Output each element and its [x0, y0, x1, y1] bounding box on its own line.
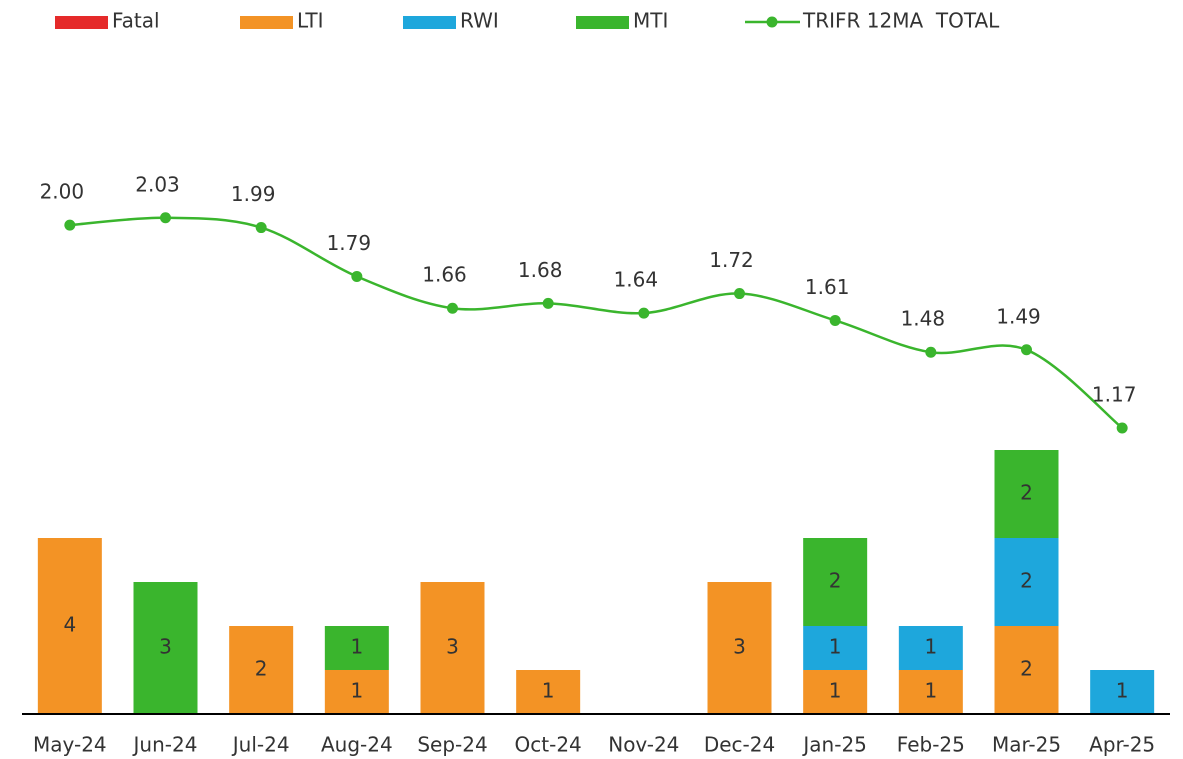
legend-label: LTI: [297, 9, 324, 33]
line-value-label: 1.49: [996, 304, 1041, 328]
bar-segment: [707, 582, 772, 714]
x-tick-label: May-24: [33, 733, 107, 757]
bar-segment: [420, 582, 485, 714]
line-value-label: 1.64: [614, 268, 659, 292]
bar-value-label: 3: [733, 635, 746, 659]
line-value-label: 1.66: [422, 263, 467, 287]
bar-segment: [324, 670, 389, 714]
line-value-label: 2.03: [135, 172, 180, 196]
line-value-label: 1.72: [709, 248, 754, 272]
x-tick-label: Apr-25: [1089, 733, 1155, 757]
line-value-label: 1.79: [327, 231, 372, 255]
legend-swatch: [55, 16, 108, 29]
x-tick-label: Jul-24: [231, 733, 290, 757]
line-point: [255, 222, 267, 234]
bar-value-label: 1: [1116, 679, 1129, 703]
line-point: [1021, 344, 1032, 356]
line: [69, 216, 1123, 429]
legend-label: TRIFR 12MA TOTAL: [802, 9, 1000, 33]
bar-segment: [898, 626, 963, 670]
line-point: [829, 314, 841, 326]
bar-segment: [994, 538, 1059, 626]
bar-value-label: 1: [829, 635, 842, 659]
legend-label: RWI: [460, 9, 499, 33]
line-value-label: 1.61: [805, 275, 850, 299]
line-point: [734, 288, 745, 300]
bar-segment: [229, 626, 294, 714]
legend-swatch: [403, 16, 456, 29]
line-value-label: 1.17: [1092, 383, 1137, 407]
line-point: [64, 219, 76, 231]
bar-segment: [1090, 670, 1155, 714]
line-point: [925, 346, 937, 358]
x-tick-label: Jan-25: [801, 733, 867, 757]
bar-segment: [994, 626, 1059, 714]
legend-swatch: [240, 16, 293, 29]
bar-segment: [133, 582, 198, 714]
x-tick-label: Aug-24: [321, 733, 393, 757]
bar-segment: [516, 670, 581, 714]
line-point: [1116, 422, 1128, 434]
bar-value-label: 3: [159, 635, 172, 659]
line-value-label: 1.48: [901, 307, 946, 331]
bar-value-label: 2: [829, 569, 842, 593]
bar-value-label: 1: [924, 635, 937, 659]
bar-value-label: 2: [255, 657, 268, 681]
legend-label: MTI: [633, 9, 668, 33]
line-point: [638, 307, 650, 319]
bar-segment: [324, 626, 389, 670]
bar-segment: [803, 538, 868, 626]
bar-value-label: 1: [350, 635, 363, 659]
bar-value-label: 1: [542, 679, 555, 703]
line-point: [160, 212, 171, 224]
x-tick-label: Oct-24: [515, 733, 582, 757]
legend-swatch: [576, 16, 629, 29]
x-tick-label: Jun-24: [132, 733, 198, 757]
bar-segment: [994, 450, 1059, 538]
bar-segment: [803, 626, 868, 670]
bar-value-label: 3: [446, 635, 459, 659]
bar-value-label: 2: [1020, 569, 1033, 593]
x-tick-label: Dec-24: [704, 733, 775, 757]
line-value-label: 1.99: [231, 182, 276, 206]
line-point: [447, 302, 458, 314]
x-tick-label: Nov-24: [608, 733, 679, 757]
bar-segment: [898, 670, 963, 714]
line-value-label: 2.00: [40, 180, 85, 204]
bar-segment: [803, 670, 868, 714]
x-tick-label: Feb-25: [897, 733, 965, 757]
bar-segment: [37, 538, 102, 714]
bar-value-label: 1: [924, 679, 937, 703]
line-point: [542, 297, 554, 309]
line-point: [351, 270, 363, 282]
legend-label: Fatal: [112, 9, 160, 33]
x-tick-label: Sep-24: [417, 733, 487, 757]
bar-value-label: 4: [63, 613, 76, 637]
line-value-label: 1.68: [518, 258, 563, 282]
x-tick-label: Mar-25: [992, 733, 1061, 757]
legend-marker: [766, 16, 778, 28]
bar-value-label: 2: [1020, 657, 1033, 681]
bar-value-label: 1: [829, 679, 842, 703]
bar-value-label: 1: [350, 679, 363, 703]
bar-value-label: 2: [1020, 481, 1033, 505]
